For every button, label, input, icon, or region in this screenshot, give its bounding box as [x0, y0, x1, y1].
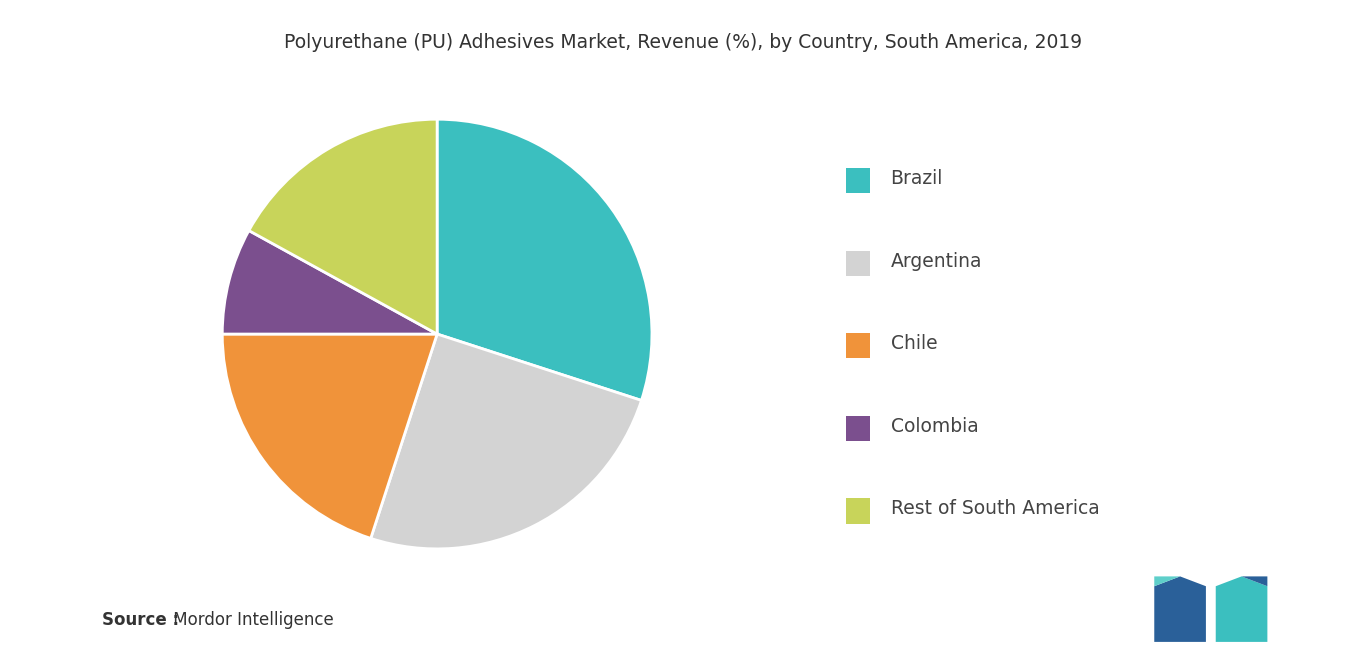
Polygon shape — [1242, 576, 1268, 586]
Text: Source :: Source : — [102, 611, 179, 629]
Text: Argentina: Argentina — [891, 252, 982, 271]
FancyBboxPatch shape — [846, 168, 870, 193]
Wedge shape — [370, 334, 642, 549]
Polygon shape — [1216, 576, 1268, 642]
Text: Mordor Intelligence: Mordor Intelligence — [168, 611, 333, 629]
Wedge shape — [249, 119, 437, 334]
Text: Polyurethane (PU) Adhesives Market, Revenue (%), by Country, South America, 2019: Polyurethane (PU) Adhesives Market, Reve… — [284, 33, 1082, 52]
Text: Colombia: Colombia — [891, 417, 978, 436]
FancyBboxPatch shape — [846, 333, 870, 358]
Wedge shape — [223, 231, 437, 334]
Polygon shape — [1154, 576, 1206, 642]
Polygon shape — [1154, 576, 1180, 586]
Text: Brazil: Brazil — [891, 169, 943, 188]
FancyBboxPatch shape — [846, 251, 870, 276]
FancyBboxPatch shape — [846, 498, 870, 523]
Wedge shape — [223, 334, 437, 538]
FancyBboxPatch shape — [846, 416, 870, 441]
Wedge shape — [437, 119, 652, 400]
Text: Chile: Chile — [891, 334, 937, 353]
Text: Rest of South America: Rest of South America — [891, 499, 1100, 518]
